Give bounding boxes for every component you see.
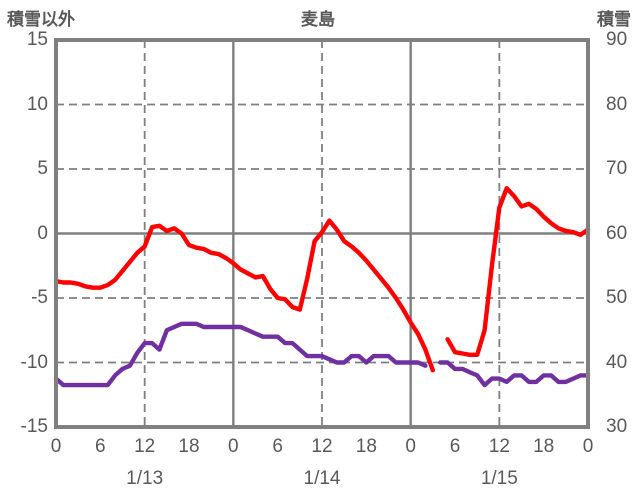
x-axis-hour-label: 6: [449, 436, 461, 457]
left-axis-title: 積雪以外: [7, 10, 75, 29]
x-axis-hour-label: 12: [134, 436, 156, 457]
left-axis-tick-label: 5: [37, 158, 48, 179]
left-axis-tick-label: 15: [26, 29, 48, 50]
plot-border: [54, 38, 590, 429]
x-axis-hour-label: 0: [582, 436, 594, 457]
right-axis-title: 積雪: [597, 10, 631, 29]
x-axis-date-label: 1/15: [480, 468, 518, 489]
x-axis-hour-label: 6: [272, 436, 283, 457]
x-axis-hour-label: 18: [178, 436, 200, 457]
left-axis-tick-label: -10: [20, 351, 48, 373]
x-axis-hour-label: 0: [228, 436, 239, 457]
x-axis-hour-label: 12: [488, 436, 510, 457]
right-axis-tick-label: 30: [606, 416, 628, 437]
x-axis-hour-label: 12: [311, 436, 333, 457]
left-axis-tick-label: -15: [20, 416, 48, 437]
x-axis-hour-label: 0: [405, 436, 416, 457]
x-axis-date-label: 1/13: [126, 468, 164, 489]
x-axis-hour-label: 18: [533, 436, 555, 457]
right-axis-tick-label: 60: [606, 222, 628, 244]
left-axis-tick-label: 0: [37, 222, 48, 244]
x-axis-hour-label: 6: [95, 436, 106, 457]
chart-title: 麦島: [301, 10, 335, 29]
left-axis-tick-label: -5: [31, 287, 48, 308]
red-line: [53, 186, 591, 373]
right-axis-tick-label: 90: [606, 29, 628, 50]
right-axis-tick-label: 70: [606, 158, 628, 179]
right-axis-tick-label: 50: [606, 287, 628, 308]
x-axis-hour-label: 0: [50, 436, 62, 457]
right-axis-tick-label: 40: [606, 351, 628, 373]
x-axis-date-label: 1/14: [303, 468, 341, 489]
purple-line: [53, 321, 591, 388]
x-axis-hour-label: 18: [355, 436, 377, 457]
right-axis-tick-label: 80: [606, 93, 628, 115]
left-axis-tick-label: 10: [26, 93, 48, 115]
